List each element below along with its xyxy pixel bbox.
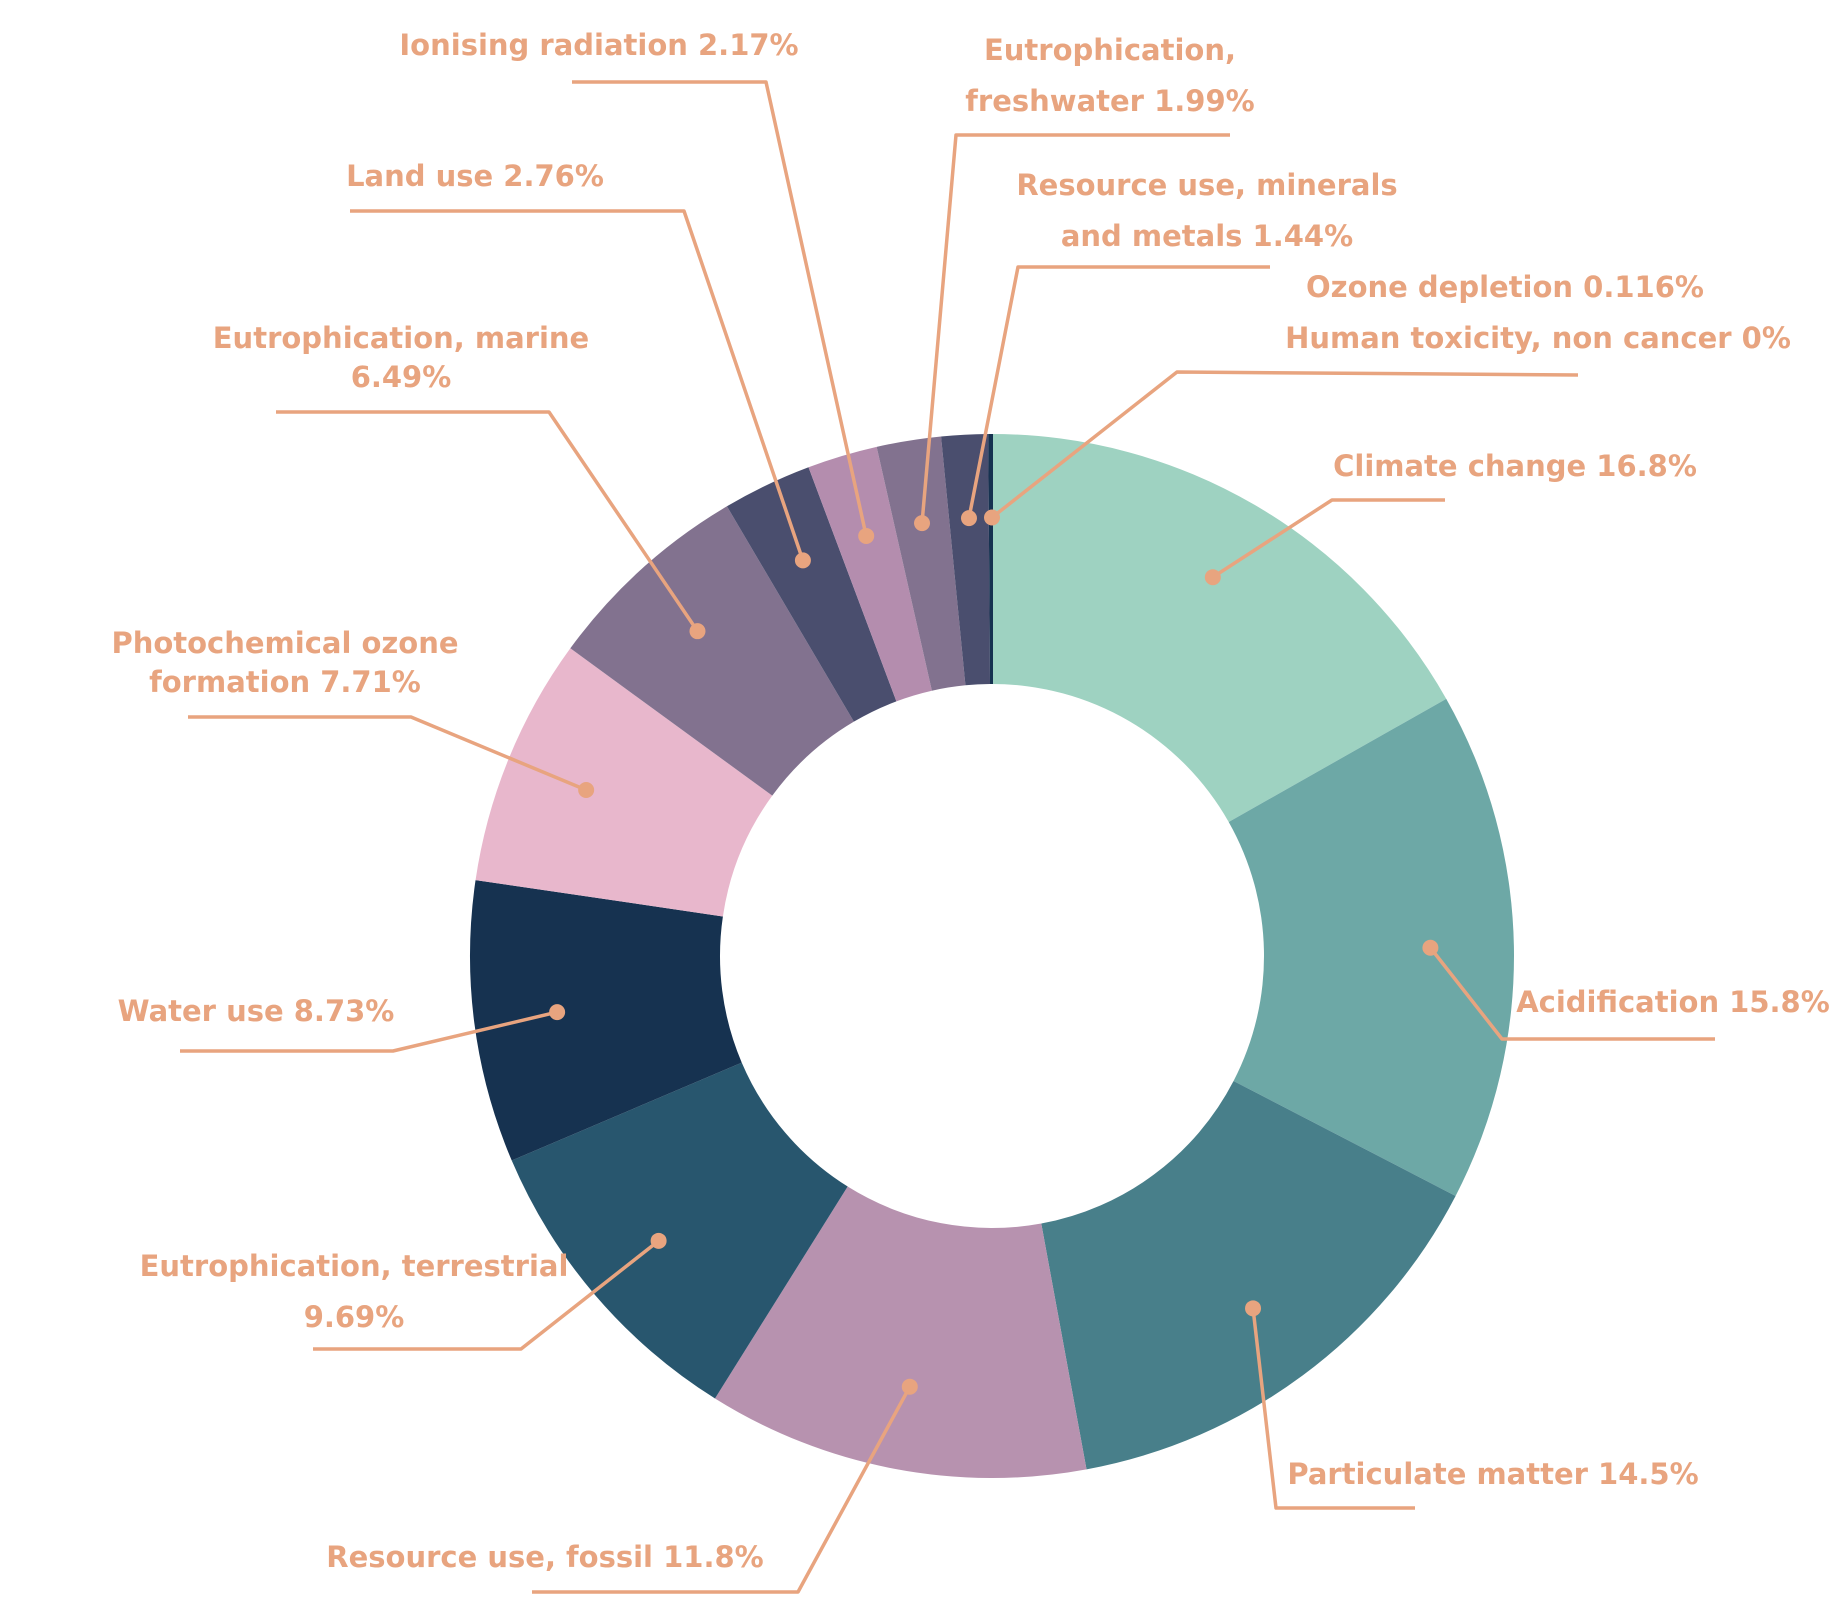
leader-dot-eutrophication-terrestrial [650,1232,667,1249]
donut-slices [470,434,1514,1478]
leader-line-resource-use-minerals-and-metals [967,265,1270,519]
leader-line-eutrophication-marine [276,410,699,633]
leader-line-photochemical-ozone-formation [188,715,587,792]
leader-line-ionising-radiation [572,80,868,537]
slice-climate-change [992,434,1447,822]
leader-line-eutrophication-freshwater [920,133,1230,524]
label-eutrophication-freshwater-line-1: Eutrophication, [984,33,1236,67]
leader-dot-water-use [549,1004,566,1021]
label-photochemical-ozone-formation-line-1: Photochemical ozone [111,626,458,660]
label-resource-use-fossil: Resource use, fossil 11.8% [326,1540,763,1574]
leader-dot-particulate-matter [1245,1300,1262,1317]
label-eutrophication-freshwater-line-2: freshwater 1.99% [965,84,1254,118]
leader-dot-land-use [794,552,811,569]
leader-dot-resource-use-minerals-and-metals [960,510,977,527]
label-ozone-depletion: Ozone depletion 0.116% [1306,270,1704,304]
leader-dot-climate-change [1204,569,1221,586]
leader-lines [180,80,1715,1594]
slice-acidification [1228,698,1514,1196]
slice-resource-use-minerals-and-metals [941,434,991,686]
leader-dot-human-toxicity-non-cancer [984,509,1000,526]
leader-line-particulate-matter [1251,1308,1415,1510]
label-particulate-matter: Particulate matter 14.5% [1287,1457,1698,1491]
slice-photochemical-ozone-formation [475,648,773,917]
slice-labels: Climate change 16.8% Acidification 15.8% P… [111,28,1829,1574]
label-climate-change: Climate change 16.8% [1333,449,1697,483]
label-ionising-radiation: Ionising radiation 2.17% [399,28,798,62]
leader-line-land-use [350,209,805,561]
slice-resource-use-fossil [715,1186,1087,1478]
label-water-use: Water use 8.73% [118,994,395,1028]
leader-dot-resource-use-fossil [901,1378,918,1395]
slice-eutrophication-terrestrial [511,1062,848,1399]
leader-line-acidification [1429,946,1715,1041]
slice-ionising-radiation [808,446,932,702]
label-eutrophication-marine-line-1: Eutrophication, marine [213,321,589,355]
label-resource-use-minerals-and-metals-line-1: Resource use, minerals [1016,168,1397,202]
leader-line-resource-use-fossil [532,1385,912,1594]
leader-dot-acidification [1422,939,1439,956]
label-land-use: Land use 2.76% [346,159,604,193]
label-human-toxicity-non-cancer: Human toxicity, non cancer 0% [1285,321,1791,355]
slice-water-use [470,880,742,1161]
leader-dot-ionising-radiation [858,527,875,544]
label-eutrophication-terrestrial-line-2: 9.69% [304,1300,405,1334]
leader-line-climate-change [1211,498,1445,579]
slice-eutrophication-freshwater [876,436,966,691]
label-photochemical-ozone-formation-line-2: formation 7.71% [149,665,421,699]
slice-eutrophication-marine [570,506,854,796]
label-eutrophication-marine-line-2: 6.49% [351,360,452,394]
slice-land-use [726,467,897,722]
label-resource-use-minerals-and-metals-line-2: and metals 1.44% [1061,219,1353,253]
leader-line-water-use [180,1010,558,1053]
label-eutrophication-terrestrial-line-1: Eutrophication, terrestrial [140,1249,569,1283]
leader-line-eutrophication-terrestrial [313,1239,660,1351]
leader-line-human-toxicity-non-cancer [990,370,1579,519]
leader-dot-eutrophication-marine [689,623,706,640]
slice-particulate-matter [1041,1081,1456,1470]
leader-dot-photochemical-ozone-formation [578,782,595,799]
leader-dot-eutrophication-freshwater [914,515,931,532]
label-acidification: Acidification 15.8% [1516,985,1830,1019]
